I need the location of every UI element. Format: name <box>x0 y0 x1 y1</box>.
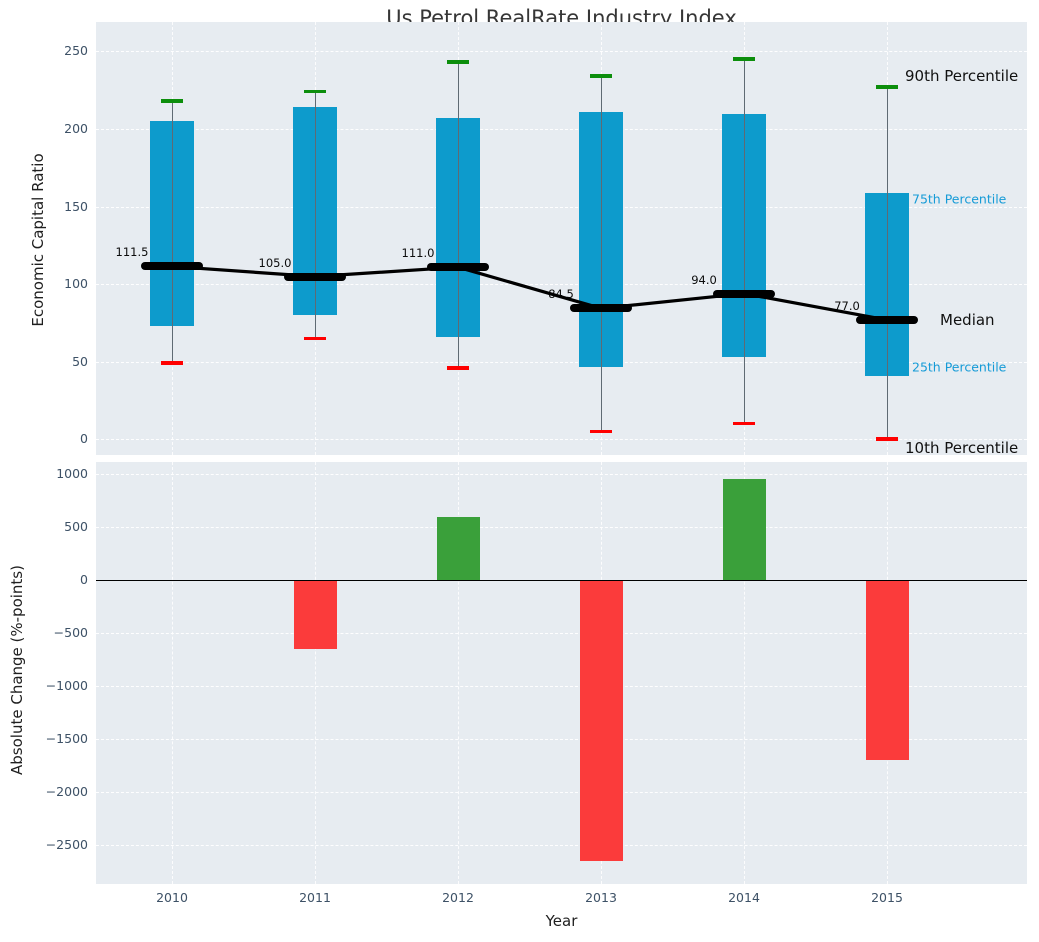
p10-cap-icon <box>447 366 469 370</box>
v-gridline <box>744 462 745 884</box>
negative-change-bar <box>579 580 623 861</box>
y-tick-label: −2500 <box>45 836 88 852</box>
whisker-line <box>172 101 173 364</box>
median-value-label: 94.0 <box>691 272 717 287</box>
y-tick-label: −1000 <box>45 677 88 693</box>
whisker-line <box>458 62 459 369</box>
whisker-line <box>744 59 745 424</box>
h-gridline <box>96 51 1027 53</box>
median-marker <box>427 263 489 272</box>
h-gridline <box>96 439 1027 441</box>
median-marker <box>570 304 632 313</box>
h-gridline <box>96 206 1027 208</box>
y-tick-label: 50 <box>72 353 88 369</box>
p90-cap-icon <box>304 89 326 94</box>
v-gridline <box>458 462 459 884</box>
median-value-label: 84.5 <box>548 287 574 302</box>
median-marker <box>856 315 918 324</box>
y-tick-label: 250 <box>64 43 88 59</box>
annotation-75th-percentile: 75th Percentile <box>912 191 1007 207</box>
x-tick-label: 2014 <box>728 890 760 905</box>
p90-cap-icon <box>447 60 469 64</box>
x-tick-label: 2010 <box>156 890 188 905</box>
y-tick-label: −500 <box>53 625 88 641</box>
p10-cap-icon <box>590 429 612 434</box>
p90-cap-icon <box>733 57 755 61</box>
y-tick-label: 200 <box>64 121 88 137</box>
percentile-chart-area: 111.5 105.0 111.0 84.5 94.0 77.0 <box>96 22 1027 455</box>
h-gridline <box>96 474 1027 476</box>
median-value-label: 111.5 <box>115 245 149 260</box>
annotation-90th-percentile: 90th Percentile <box>905 67 1019 86</box>
y-tick-label: 1000 <box>56 466 88 482</box>
p90-cap-icon <box>590 74 612 78</box>
h-gridline <box>96 361 1027 363</box>
y-tick-label: 0 <box>80 572 88 588</box>
positive-change-bar <box>722 479 766 581</box>
median-value-label: 77.0 <box>834 298 860 313</box>
p10-cap-icon <box>304 336 326 341</box>
y-tick-label: 500 <box>64 519 88 535</box>
y-tick-label: 100 <box>64 276 88 292</box>
negative-change-bar <box>293 580 337 649</box>
whisker-line <box>601 76 602 432</box>
whisker-line <box>887 87 888 440</box>
annotation-median: Median <box>940 310 995 329</box>
positive-change-bar <box>436 516 480 581</box>
whisker-line <box>315 91 316 339</box>
median-marker <box>713 289 775 298</box>
annotation-10th-percentile: 10th Percentile <box>905 439 1019 458</box>
h-gridline <box>96 527 1027 529</box>
y-tick-label: 150 <box>64 198 88 214</box>
x-tick-label: 2011 <box>299 890 331 905</box>
p90-cap-icon <box>876 85 898 89</box>
median-value-label: 105.0 <box>258 255 292 270</box>
x-tick-label: 2012 <box>442 890 474 905</box>
change-bar-chart-area <box>96 462 1027 884</box>
v-gridline <box>315 462 316 884</box>
v-gridline <box>172 462 173 884</box>
zero-axis-line <box>96 580 1027 582</box>
h-gridline <box>96 791 1027 793</box>
x-tick-label: 2015 <box>871 890 903 905</box>
negative-change-bar <box>865 580 909 761</box>
y-tick-label: −1500 <box>45 730 88 746</box>
y-tick-label: −2000 <box>45 783 88 799</box>
h-gridline <box>96 129 1027 131</box>
h-gridline <box>96 685 1027 687</box>
median-marker <box>141 262 203 271</box>
h-gridline <box>96 633 1027 635</box>
median-marker <box>284 272 346 281</box>
y-tick-label: 0 <box>80 431 88 447</box>
p90-cap-icon <box>161 99 183 103</box>
p10-cap-icon <box>876 437 898 441</box>
p10-cap-icon <box>161 361 183 365</box>
h-gridline <box>96 738 1027 740</box>
x-axis-label: Year <box>545 912 578 930</box>
p10-cap-icon <box>733 421 755 426</box>
annotation-25th-percentile: 25th Percentile <box>912 359 1007 375</box>
median-value-label: 111.0 <box>401 246 435 261</box>
x-tick-label: 2013 <box>585 890 617 905</box>
y-axis-label-top: Economic Capital Ratio <box>29 153 47 327</box>
h-gridline <box>96 844 1027 846</box>
